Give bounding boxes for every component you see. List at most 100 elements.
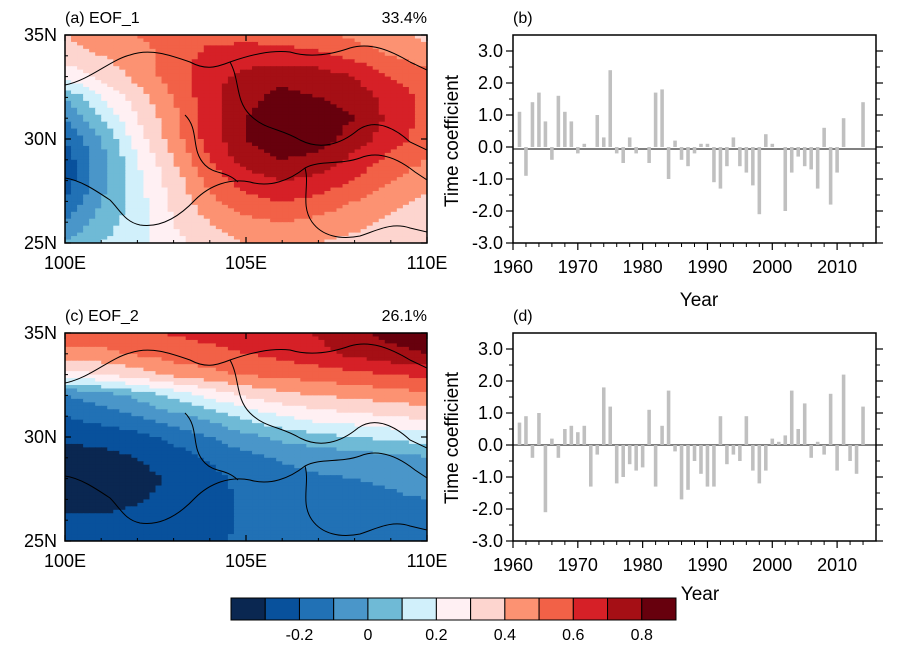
- contour-cell: [282, 45, 289, 50]
- contour-cell: [107, 229, 114, 234]
- contour-cell: [318, 239, 326, 243]
- contour-cell: [264, 357, 271, 362]
- contour-cell: [414, 191, 422, 196]
- contour-cell: [137, 149, 145, 154]
- contour-cell: [282, 385, 289, 390]
- contour-cell: [258, 187, 265, 192]
- contour-cell: [288, 378, 295, 383]
- contour-cell: [167, 87, 175, 92]
- contour-cell: [246, 132, 253, 137]
- contour-cell: [330, 173, 338, 178]
- contour-cell: [354, 395, 362, 400]
- contour-cell: [384, 208, 392, 213]
- contour-cell: [149, 239, 157, 243]
- contour-cell: [185, 402, 193, 407]
- contour-cell: [239, 180, 247, 185]
- contour-cell: [203, 156, 211, 161]
- time-coefficient-bar: [835, 147, 839, 173]
- contour-cell: [372, 201, 380, 206]
- contour-cell: [101, 339, 108, 344]
- contour-cell: [83, 180, 90, 185]
- contour-cell: [252, 391, 259, 396]
- contour-cell: [372, 191, 380, 196]
- contour-cell: [131, 80, 138, 85]
- contour-cell: [119, 398, 126, 403]
- contour-cell: [239, 87, 247, 92]
- contour-cell: [372, 197, 380, 202]
- contour-cell: [384, 197, 392, 202]
- contour-cell: [276, 166, 283, 171]
- contour-cell: [246, 166, 253, 171]
- contour-cell: [173, 159, 181, 164]
- contour-cell: [233, 364, 241, 369]
- contour-cell: [137, 333, 145, 338]
- contour-cell: [306, 225, 313, 230]
- contour-cell: [179, 87, 187, 92]
- contour-cell: [71, 239, 78, 243]
- contour-cell: [71, 343, 78, 348]
- contour-cell: [294, 371, 301, 376]
- contour-cell: [270, 93, 277, 98]
- contour-cell: [294, 80, 301, 85]
- contour-cell: [288, 69, 295, 74]
- contour-cell: [71, 398, 78, 403]
- contour-cell: [276, 333, 283, 338]
- contour-cell: [258, 239, 265, 243]
- contour-cell: [384, 76, 392, 81]
- contour-cell: [203, 225, 211, 230]
- contour-cell: [65, 132, 72, 137]
- contour-cell: [348, 35, 356, 40]
- contour-cell: [408, 232, 416, 237]
- contour-cell: [239, 357, 247, 362]
- contour-cell: [288, 97, 295, 102]
- contour-cell: [143, 381, 151, 386]
- contour-cell: [89, 166, 96, 171]
- contour-cell: [336, 35, 344, 40]
- contour-cell: [137, 132, 145, 137]
- contour-cell: [71, 100, 78, 105]
- contour-cell: [282, 152, 289, 157]
- contour-cell: [342, 187, 350, 192]
- contour-cell: [342, 55, 350, 60]
- contour-cell: [179, 197, 187, 202]
- contour-cell: [312, 236, 319, 241]
- contour-cell: [65, 357, 72, 362]
- contour-cell: [179, 215, 187, 220]
- contour-cell: [306, 139, 313, 144]
- contour-cell: [107, 170, 114, 175]
- contour-cell: [306, 367, 313, 372]
- contour-cell: [107, 211, 114, 216]
- contour-cell: [83, 93, 90, 98]
- contour-cell: [318, 121, 326, 126]
- contour-cell: [288, 121, 295, 126]
- contour-cell: [360, 211, 368, 216]
- contour-cell: [65, 145, 72, 150]
- contour-cell: [197, 55, 205, 60]
- contour-cell: [77, 208, 84, 213]
- contour-cell: [390, 80, 398, 85]
- contour-cell: [227, 339, 235, 344]
- contour-cell: [173, 163, 181, 168]
- x-tick-label: 2010: [817, 257, 857, 277]
- contour-cell: [312, 152, 319, 157]
- contour-cell: [396, 93, 404, 98]
- contour-cell: [408, 76, 416, 81]
- contour-cell: [221, 142, 229, 147]
- contour-cell: [258, 41, 265, 46]
- contour-cell: [215, 385, 223, 390]
- contour-cell: [360, 398, 368, 403]
- contour-cell: [107, 402, 114, 407]
- contour-cell: [294, 139, 301, 144]
- contour-cell: [233, 166, 241, 171]
- contour-cell: [420, 139, 427, 144]
- contour-cell: [270, 343, 277, 348]
- contour-cell: [354, 353, 362, 358]
- contour-cell: [270, 104, 277, 109]
- contour-cell: [185, 73, 193, 78]
- contour-cell: [420, 152, 427, 157]
- contour-cell: [143, 357, 151, 362]
- contour-cell: [342, 97, 350, 102]
- contour-cell: [246, 357, 253, 362]
- contour-cell: [360, 69, 368, 74]
- contour-cell: [294, 100, 301, 105]
